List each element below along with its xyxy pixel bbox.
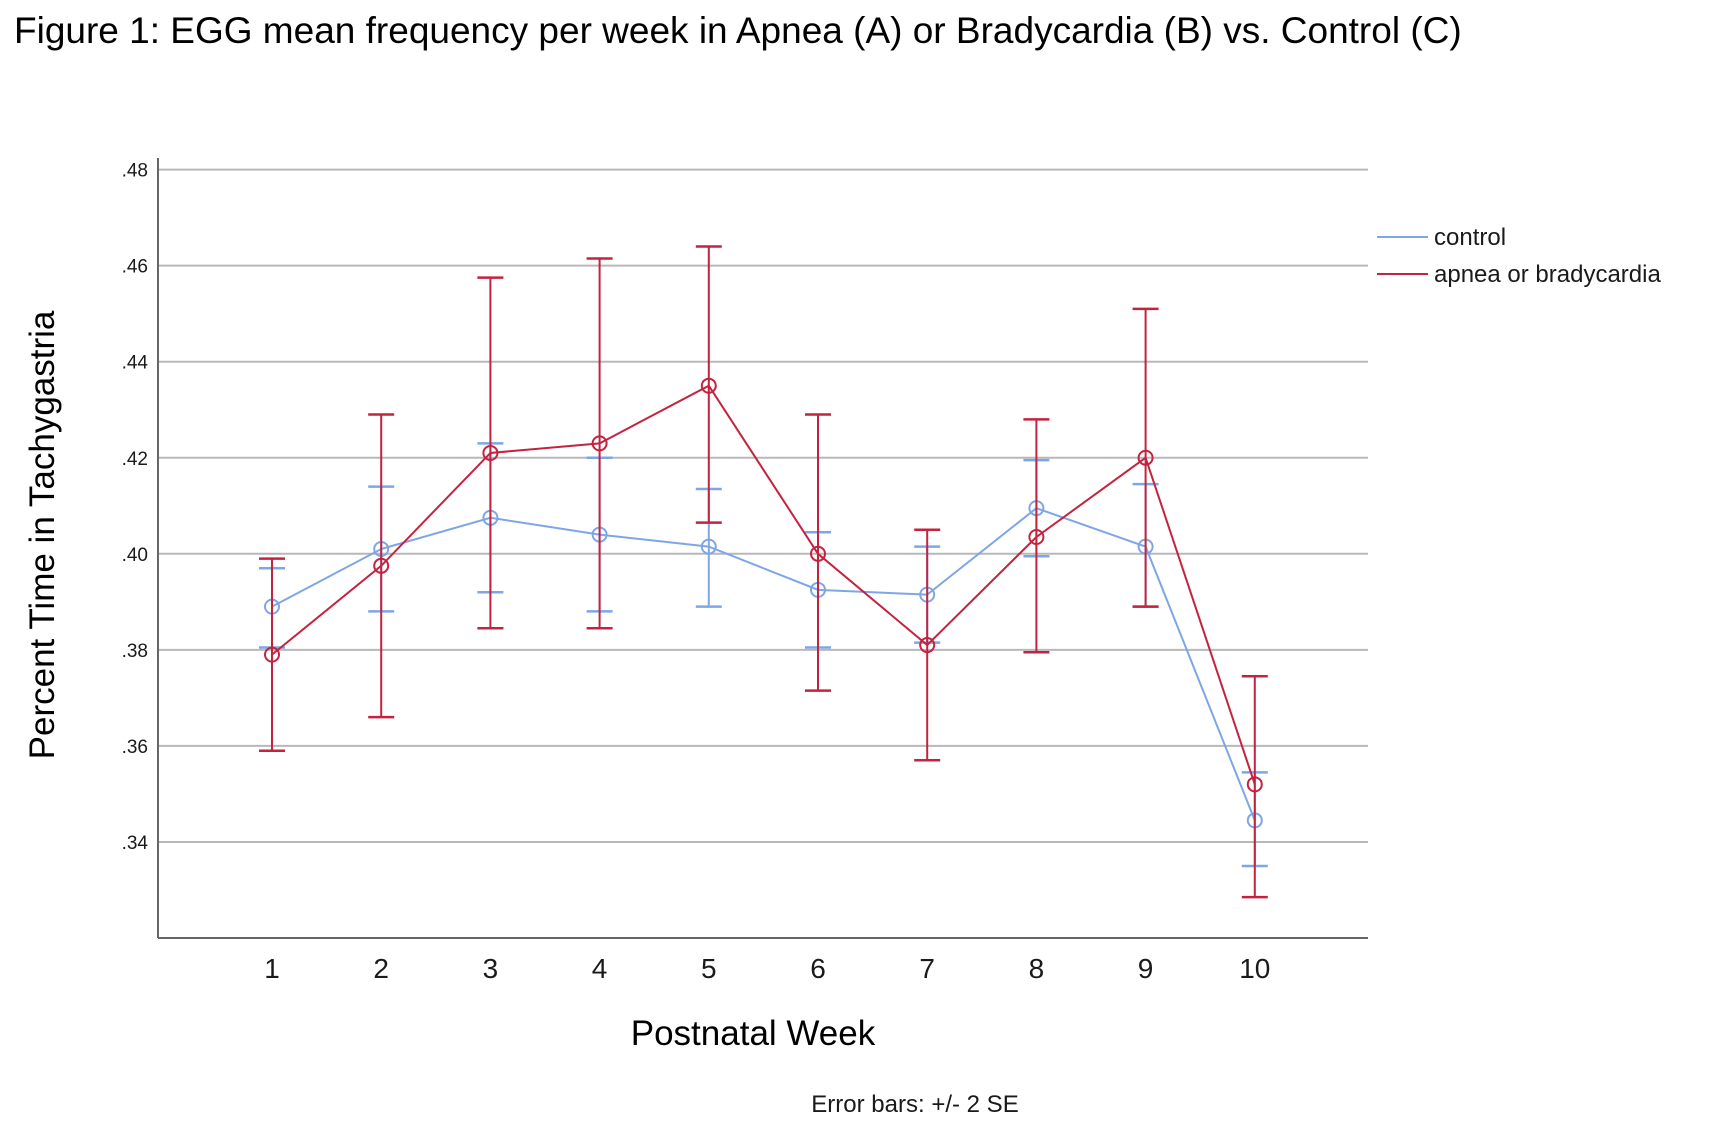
y-tick-label: .46 xyxy=(122,257,148,278)
data-point xyxy=(810,545,826,562)
axes xyxy=(157,158,1368,939)
x-axis-title: Postnatal Week xyxy=(631,1014,876,1053)
series-line xyxy=(271,384,1256,785)
y-tick-label: .40 xyxy=(122,545,148,566)
x-tick-label: 4 xyxy=(592,953,608,984)
series-apnea-or-bradycardia xyxy=(259,245,1268,899)
y-tick-label: .38 xyxy=(122,641,148,662)
x-tick-label: 10 xyxy=(1239,953,1270,984)
data-point xyxy=(700,538,717,555)
x-tick-label: 7 xyxy=(919,953,935,984)
y-tick-label: .42 xyxy=(122,449,148,470)
data-point xyxy=(1028,528,1045,545)
error-bar-note: Error bars: +/- 2 SE xyxy=(811,1091,1018,1118)
series-layer xyxy=(259,245,1268,899)
x-tick-labels: 1 2 3 4 5 6 7 8 9 10 xyxy=(264,953,1270,984)
x-tick-label: 1 xyxy=(264,953,280,984)
data-point xyxy=(919,637,936,654)
data-point xyxy=(1246,776,1263,793)
data-point xyxy=(591,435,608,452)
legend-label: apnea or bradycardia xyxy=(1434,261,1661,288)
data-point xyxy=(1137,449,1154,466)
x-tick-label: 3 xyxy=(483,953,499,984)
x-tick-label: 2 xyxy=(373,953,389,984)
gridlines xyxy=(158,168,1368,843)
x-tick-label: 5 xyxy=(701,953,717,984)
y-tick-label: .48 xyxy=(122,161,148,182)
y-tick-label: .36 xyxy=(122,737,148,758)
data-point xyxy=(482,444,499,461)
figure-title: Figure 1: EGG mean frequency per week in… xyxy=(14,10,1462,51)
y-axis-title: Percent Time in Tachygastria xyxy=(23,310,62,759)
y-tick-label: .34 xyxy=(122,833,149,854)
legend-label: control xyxy=(1434,224,1506,251)
data-point xyxy=(373,557,390,574)
data-point xyxy=(700,377,717,394)
x-tick-label: 8 xyxy=(1029,953,1045,984)
series-control xyxy=(259,442,1268,868)
data-point xyxy=(264,646,280,663)
x-tick-label: 9 xyxy=(1138,953,1154,984)
x-tick-label: 6 xyxy=(810,953,826,984)
y-tick-labels: .34 .36 .38 .40 .42 .44 .46 .48 xyxy=(122,161,149,854)
legend: control apnea or bradycardia xyxy=(1377,224,1661,288)
y-tick-label: .44 xyxy=(122,353,149,374)
series-line xyxy=(271,507,1256,821)
